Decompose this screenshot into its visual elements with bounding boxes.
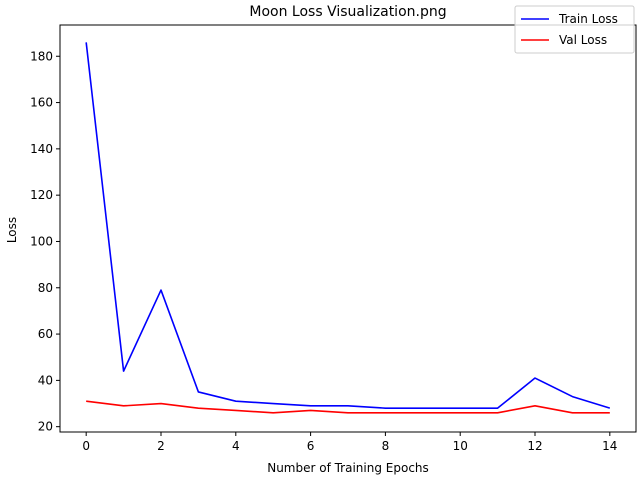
y-tick-label: 60 xyxy=(38,327,53,341)
plot-frame xyxy=(59,24,637,433)
x-tick-label: 8 xyxy=(382,439,390,453)
y-tick-label: 20 xyxy=(38,420,53,434)
chart-title: Moon Loss Visualization.png xyxy=(249,4,446,20)
legend-label: Train Loss xyxy=(558,12,618,26)
x-axis-label: Number of Training Epochs xyxy=(267,461,429,475)
y-tick-label: 40 xyxy=(38,373,53,387)
x-tick-label: 0 xyxy=(82,439,90,453)
series-line-val-loss xyxy=(86,400,610,414)
x-tick-label: 10 xyxy=(453,439,468,453)
y-tick-label: 100 xyxy=(30,234,53,248)
legend: Train Loss Val Loss xyxy=(514,5,635,54)
x-tick-label: 6 xyxy=(307,439,315,453)
series-line-train-loss xyxy=(85,42,611,409)
x-tick-label: 12 xyxy=(527,439,542,453)
y-tick-label: 160 xyxy=(30,96,53,110)
legend-box xyxy=(514,5,635,54)
x-tick-label: 14 xyxy=(602,439,617,453)
y-tick-label: 120 xyxy=(30,188,53,202)
y-axis-label: Loss xyxy=(5,217,19,243)
tick-group: 0 2 4 6 8 10 12 14 20 40 60 80 100 120 140 160 180 xyxy=(30,49,617,453)
series-group xyxy=(85,42,611,414)
x-tick-label: 4 xyxy=(232,439,240,453)
y-tick-label: 140 xyxy=(30,142,53,156)
x-tick-label: 2 xyxy=(157,439,165,453)
y-tick-label: 80 xyxy=(38,281,53,295)
legend-label: Val Loss xyxy=(559,33,607,47)
y-tick-label: 180 xyxy=(30,49,53,63)
